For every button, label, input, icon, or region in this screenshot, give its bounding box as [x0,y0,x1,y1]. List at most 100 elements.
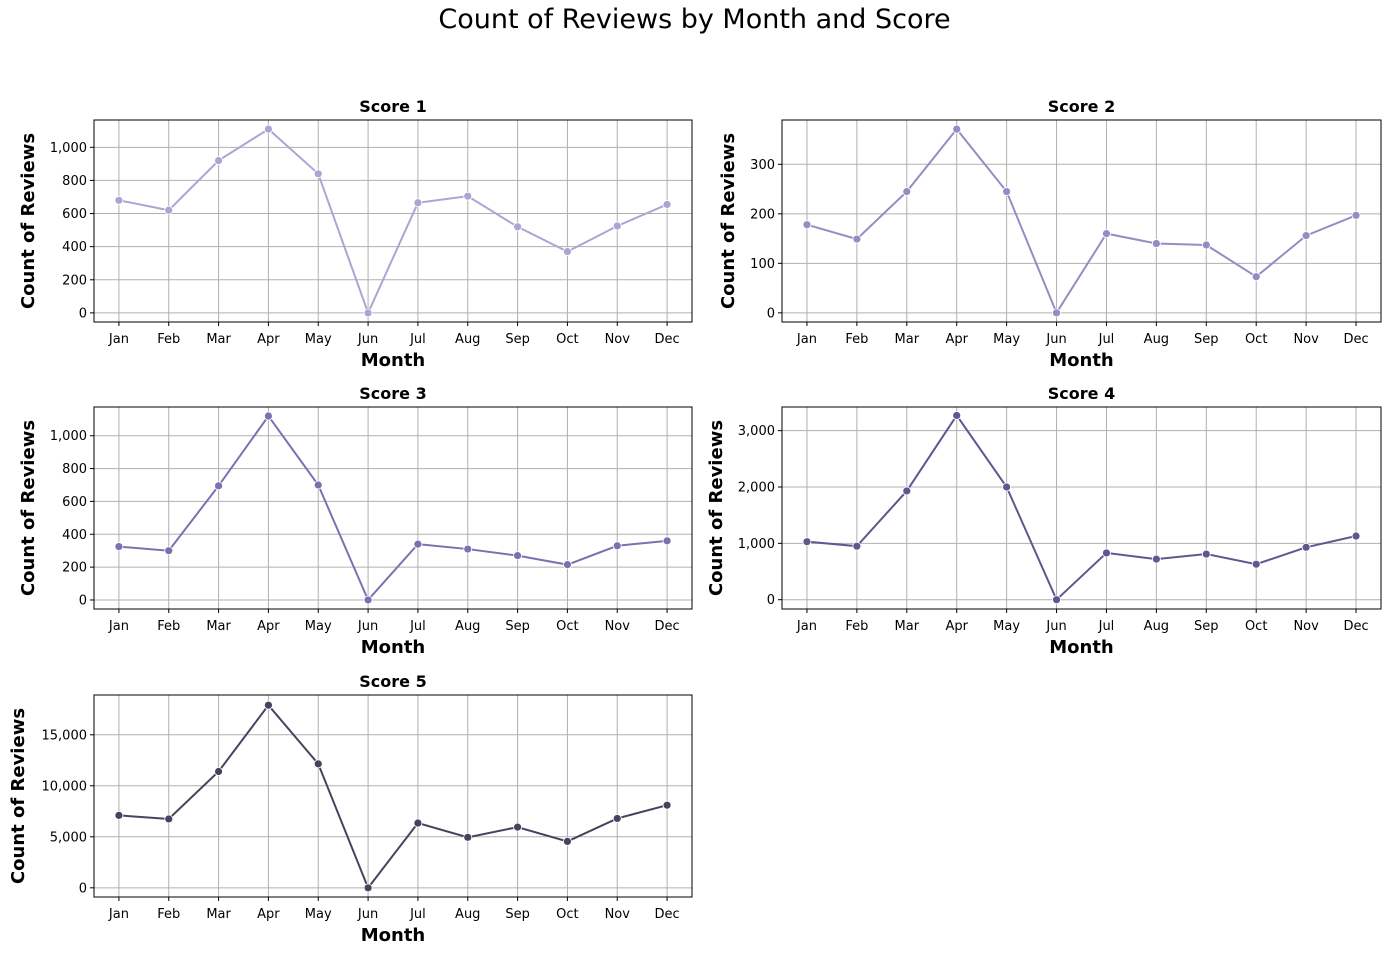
y-tick-label: 100 [750,257,775,272]
y-tick-label: 1,000 [50,429,87,444]
data-point [612,221,622,231]
y-tick-label: 800 [62,174,87,189]
x-tick-label: Apr [257,332,280,347]
data-point [1002,482,1012,492]
data-point [1351,210,1361,220]
x-tick-label: Oct [556,619,578,634]
series-line [118,414,668,602]
x-tick-label: Mar [206,907,231,922]
data-point [1052,308,1061,318]
data-point [164,205,174,215]
y-tick-label: 0 [79,306,87,321]
x-tick-label: Aug [455,619,480,634]
x-tick-label: Dec [1343,332,1368,347]
data-point [413,818,423,828]
x-tick-label: Jun [357,619,378,634]
y-tick-label: 0 [79,881,87,896]
x-tick-label: Apr [945,619,968,634]
x-tick-label: Dec [1343,619,1368,634]
data-point [1301,542,1311,552]
x-tick-label: Nov [1293,332,1319,347]
x-tick-label: May [305,332,332,347]
x-tick-label: Aug [455,332,480,347]
data-point [662,200,672,209]
x-tick-label: Dec [655,907,680,922]
data-point [114,542,124,551]
y-tick-label: 400 [62,528,87,543]
data-point [463,191,473,201]
panel-title: Score 1 [359,97,426,116]
data-point [802,220,812,230]
x-tick-label: Jan [796,332,817,347]
data-point [363,595,373,605]
x-tick-label: Sep [1194,619,1219,634]
x-tick-label: Dec [655,619,680,634]
x-tick-label: Nov [605,907,631,922]
y-axis-label: Count of Reviews [18,420,39,596]
y-tick-label: 3,000 [738,424,775,439]
data-point [563,560,572,570]
data-point [513,822,522,832]
y-axis-label: Count of Reviews [718,133,739,309]
data-point [1052,595,1061,605]
data-point [612,814,622,823]
x-tick-label: Feb [157,907,180,922]
score-1-chart: 0 200 400 600 800 1,000 Jan Feb Mar Apr May Jun Jul A… [18,97,693,371]
y-tick-label: 15,000 [42,728,88,743]
x-tick-label: Oct [1245,619,1267,634]
y-tick-label: 5,000 [50,830,87,845]
x-tick-label: Jun [357,332,378,347]
data-point [214,156,223,165]
x-tick-label: Sep [1194,332,1219,347]
data-point [363,308,373,318]
x-tick-label: Feb [845,332,868,347]
x-tick-label: Sep [505,907,530,922]
data-point [463,832,473,842]
data-point [563,247,572,257]
x-tick-label: Jul [409,619,426,634]
x-tick-label: Jun [357,907,378,922]
x-tick-label: Aug [1144,332,1169,347]
data-point [313,169,323,179]
panel-title: Score 3 [359,384,426,403]
data-point [563,836,572,846]
x-axis-label: Month [1049,637,1114,658]
y-tick-label: 1,000 [738,537,775,552]
x-tick-label: Aug [1144,619,1169,634]
score-5-chart: 0 5,000 10,000 15,000 Jan Feb Mar Apr May Jun Jul A… [8,672,693,946]
x-tick-label: Mar [895,332,920,347]
score-3-chart: 0 200 400 600 800 1,000 Jan Feb Mar Apr May Jun Jul A… [18,384,693,658]
x-tick-label: Jan [108,619,129,634]
data-point [952,411,962,420]
data-point [1201,549,1211,559]
x-tick-label: Dec [655,332,680,347]
x-tick-label: Nov [605,332,631,347]
x-tick-label: Oct [1245,332,1267,347]
data-point [114,810,124,820]
data-point [313,759,323,769]
data-point [1002,187,1012,196]
data-point [214,767,223,776]
x-axis-label: Month [361,350,426,371]
x-tick-label: Oct [556,332,578,347]
series-line [118,127,668,316]
data-point [662,800,672,810]
data-point [1201,240,1211,250]
data-point [1102,548,1111,558]
data-point [264,411,273,421]
x-tick-label: Jan [108,332,129,347]
x-axis-label: Month [1049,350,1114,371]
data-point [164,546,174,556]
series-line [806,127,1357,316]
panel-title: Score 5 [359,672,426,691]
y-tick-label: 0 [767,593,775,608]
x-tick-label: Nov [1293,619,1319,634]
y-tick-label: 10,000 [42,779,88,794]
panel-title: Score 2 [1048,97,1115,116]
y-axis-label: Count of Reviews [706,420,727,596]
x-tick-label: Sep [505,619,530,634]
data-point [1251,272,1261,282]
data-point [952,124,962,134]
y-tick-label: 200 [62,273,87,288]
y-tick-label: 600 [62,495,87,510]
